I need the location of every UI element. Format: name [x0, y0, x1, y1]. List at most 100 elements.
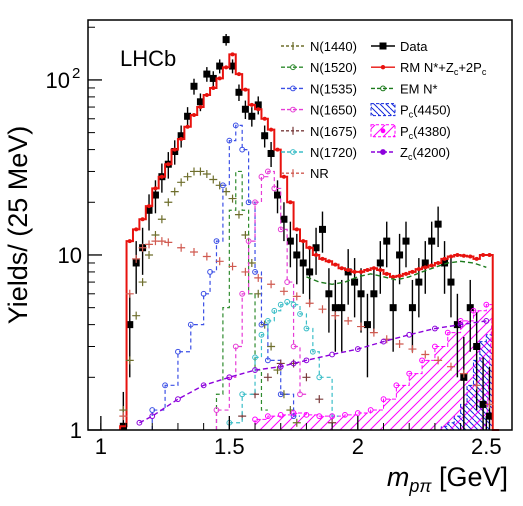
- series-n-1440-point: [273, 366, 282, 375]
- series-rm-n-zc-2pc-point: [185, 124, 190, 129]
- series-n-1440-point: [183, 172, 192, 181]
- series-data-point: [402, 237, 410, 245]
- legend-entry-zc-4200: Zc​(4200): [371, 145, 450, 162]
- series-n-1440-point: [164, 198, 173, 207]
- series-rm-n-zc-2pc-point: [275, 147, 280, 152]
- series-rm-n-zc-2pc-point: [224, 65, 229, 70]
- series-n-1650-point: [271, 185, 278, 192]
- legend-label-part: (4450): [413, 103, 451, 118]
- series-zc-4200-point: [406, 331, 413, 338]
- series-nr-point: [202, 252, 211, 261]
- legend-label-part: Data: [400, 39, 428, 54]
- series-zc-4200-point: [136, 419, 143, 426]
- series-rm-n-zc-2pc-point: [281, 174, 286, 179]
- series-pc-4380-point: [470, 307, 477, 314]
- series-data-point: [145, 206, 153, 214]
- legend-label-part: N(1520): [310, 60, 357, 75]
- series-data-point: [280, 215, 288, 223]
- legend-marker: [290, 149, 296, 155]
- series-zc-4200-point: [432, 325, 438, 332]
- series-nr-point: [228, 262, 237, 271]
- legend-entry-n-1675: N(1675): [281, 124, 357, 139]
- series-data-point: [389, 304, 397, 312]
- legend-label-part: c: [409, 110, 414, 120]
- series-pc-4380-point: [316, 413, 323, 420]
- legend-label: Zc​(4200): [400, 145, 450, 162]
- legend-label-part: N(1675): [310, 124, 357, 139]
- series-rm-n-zc-2pc-point: [448, 254, 453, 259]
- legend-entry-n-1650: N(1650): [281, 103, 357, 118]
- series-data-point: [267, 149, 275, 157]
- series-rm-n-zc-2pc-point: [147, 204, 152, 209]
- series-nr-point: [254, 273, 263, 282]
- series-rm-n-zc-2pc-point: [429, 263, 434, 268]
- series-pc-4380-point: [264, 413, 271, 420]
- series-data-point: [434, 220, 442, 228]
- series-n-1440-point: [138, 278, 147, 287]
- series-n-1535-point: [290, 413, 297, 420]
- x-axis-label-var: m: [387, 462, 410, 492]
- series-rm-n-zc-2pc-point: [243, 87, 248, 92]
- series-rm-n-zc-2pc-point: [487, 252, 492, 257]
- series-n-1535-point: [149, 407, 156, 413]
- series-n-1535-point: [239, 146, 246, 153]
- series-n-1650-point: [232, 343, 239, 350]
- series-n-1535-point: [213, 238, 220, 245]
- series-rm-n-zc-2pc-point: [410, 269, 415, 274]
- series-pc-4380-point: [342, 411, 348, 418]
- legend-marker: [380, 65, 386, 70]
- series-data-point: [421, 259, 429, 267]
- legend-entry-data: Data: [371, 39, 428, 54]
- series-n-1720-point: [290, 301, 297, 308]
- series-pc-4380-point: [483, 301, 490, 308]
- series-n-1650-point: [290, 343, 297, 350]
- legend-label: EM N*: [400, 81, 438, 96]
- series-pc-4380-point: [303, 411, 310, 418]
- series-pc-4380-point: [354, 410, 361, 416]
- series-rm-n-zc-2pc-point: [346, 268, 351, 273]
- legend-entry-rm-n-zc-2pc: RM N*+Zc​+2Pc​: [371, 60, 487, 77]
- series-n-1675-point: [302, 373, 311, 382]
- legend-label-part: c: [454, 67, 459, 77]
- series-n-1720-point: [316, 374, 323, 381]
- series-n-1440-point: [145, 250, 154, 259]
- series-rm-n-zc-2pc-point: [378, 268, 383, 273]
- series-n-1535-point: [200, 290, 207, 297]
- series-zc-4200-point: [277, 363, 284, 370]
- legend-label: Data: [400, 39, 428, 54]
- legend-label-part: N(1720): [310, 145, 357, 160]
- series-rm-n-zc-2pc-point: [211, 85, 216, 90]
- series-data-point: [376, 259, 384, 267]
- series-n-1440-point: [267, 342, 276, 351]
- series-data-point: [408, 304, 416, 312]
- series-data-point: [415, 278, 423, 286]
- legend-entry-n-1520: N(1520): [281, 60, 357, 75]
- x-axis-label-sub: pπ: [408, 476, 432, 496]
- series-rm-n-zc-2pc-point: [371, 266, 376, 271]
- series-zc-4200-point: [290, 360, 297, 367]
- series-zc-4200-point: [329, 351, 336, 358]
- series-n-1720-point: [264, 318, 271, 324]
- series-rm-n-zc-2pc-point: [269, 127, 274, 132]
- series-pc-4380-point: [329, 413, 336, 420]
- legend-marker: [290, 106, 296, 113]
- series-n-1535-point: [277, 391, 284, 398]
- series-rm-n-zc-2pc-point: [461, 253, 466, 258]
- series-data-point: [241, 105, 249, 113]
- series-rm-n-zc-2pc-point: [288, 200, 293, 205]
- legend-marker: [379, 42, 387, 50]
- series-nr-point: [279, 287, 288, 296]
- series-nr-point: [369, 328, 378, 337]
- series-n-1650-point: [264, 168, 271, 175]
- series-n-1440-point: [177, 178, 186, 187]
- legend-marker: [370, 103, 396, 117]
- series-zc-4200-point: [175, 396, 181, 403]
- series-nr-point: [157, 237, 166, 246]
- series-nr-point: [395, 339, 404, 348]
- series-nr-point: [408, 345, 417, 354]
- series-rm-n-zc-2pc-point: [217, 76, 222, 81]
- series-n-1440-point: [202, 170, 211, 179]
- series-n-1720-point: [258, 331, 265, 338]
- series-zc-4200-point: [380, 338, 387, 345]
